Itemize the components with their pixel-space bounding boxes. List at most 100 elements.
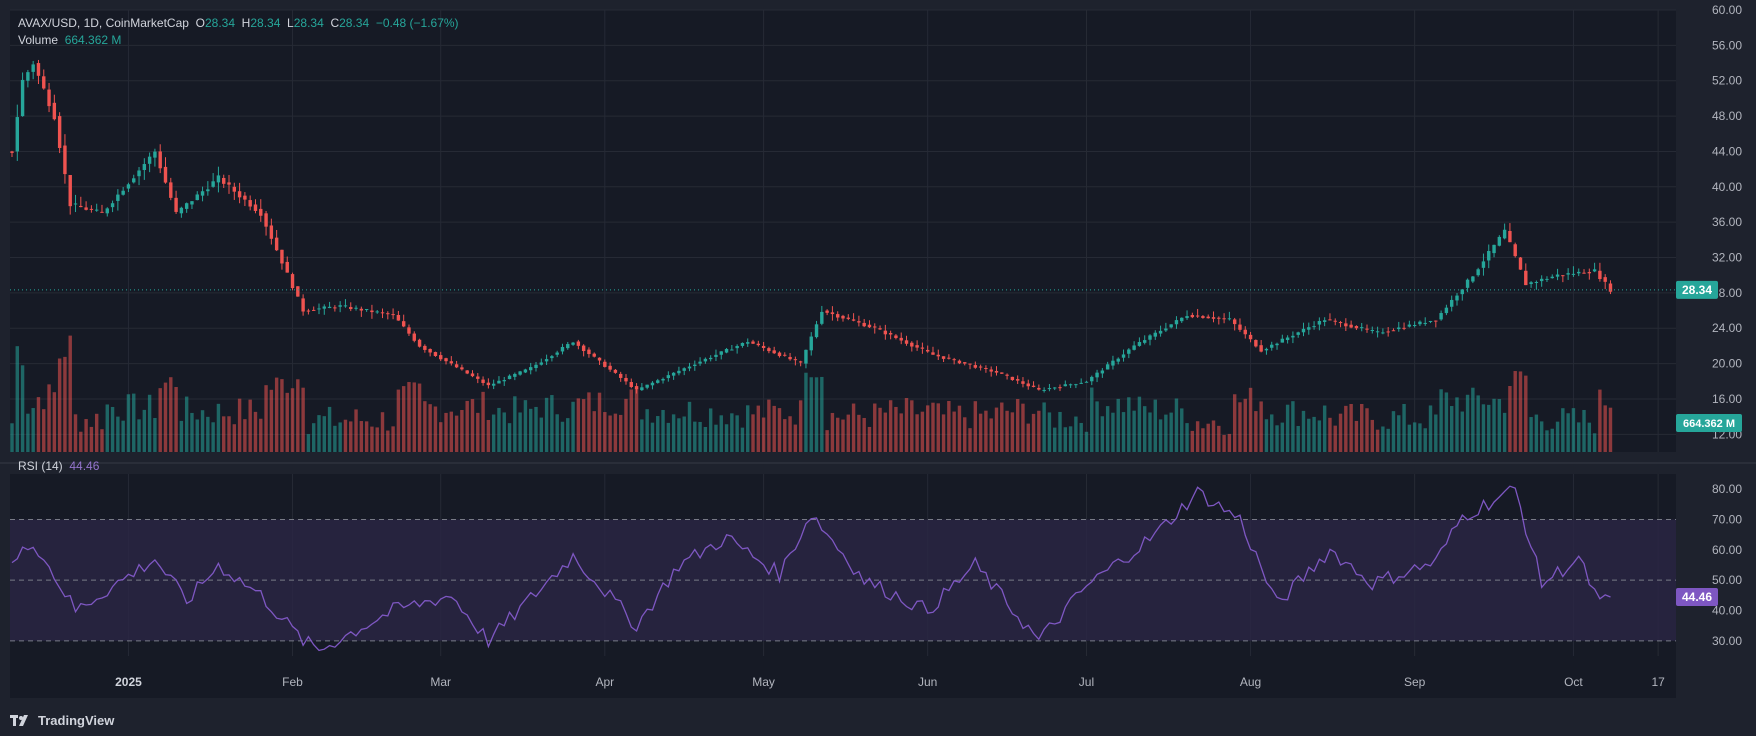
candle-body	[280, 249, 284, 264]
volume-bar	[401, 386, 406, 452]
volume-bar	[1217, 425, 1221, 452]
volume-bar	[507, 423, 512, 452]
candle	[947, 354, 951, 360]
volume-bar	[1068, 426, 1073, 452]
candle	[1301, 322, 1306, 337]
candle	[1190, 312, 1195, 319]
candle	[1074, 383, 1078, 389]
candle	[322, 304, 326, 315]
volume-bar	[1349, 403, 1353, 452]
candle	[571, 341, 575, 346]
candle-body	[1005, 374, 1009, 376]
candle	[836, 311, 840, 322]
candle-body	[1285, 337, 1290, 341]
candle-body	[1264, 348, 1269, 351]
candle-body	[677, 370, 681, 374]
volume-bar	[1449, 406, 1454, 452]
candle	[941, 356, 946, 363]
candle-body	[888, 333, 893, 335]
candle-body	[1307, 327, 1311, 330]
volume-bar	[645, 409, 649, 452]
candle	[1360, 322, 1364, 332]
candle	[391, 308, 395, 320]
candle	[31, 60, 35, 80]
volume-bar	[1439, 389, 1443, 452]
rsi-label[interactable]: RSI (14)	[18, 459, 63, 473]
candle-body	[1381, 332, 1385, 334]
volume-bar	[703, 426, 708, 452]
candle-body	[513, 373, 517, 377]
volume-bar	[798, 400, 803, 452]
candle	[671, 372, 676, 380]
symbol-line[interactable]: AVAX/USD, 1D, CoinMarketCap	[18, 16, 189, 30]
candle-body	[1116, 358, 1120, 362]
candle-body	[190, 201, 194, 205]
candle	[269, 218, 274, 245]
candle	[1524, 263, 1528, 286]
candle-body	[544, 359, 549, 362]
candle	[1349, 320, 1353, 329]
candle	[1307, 322, 1311, 335]
rsi-value-badge	[1676, 587, 1718, 606]
candle	[1158, 325, 1163, 337]
volume-bar	[391, 426, 395, 452]
volume-bar	[1561, 408, 1565, 452]
candle-body	[941, 356, 946, 359]
volume-bar	[756, 405, 761, 452]
candle	[513, 372, 517, 381]
candle	[274, 229, 279, 252]
candle	[343, 299, 348, 308]
candle	[730, 344, 734, 351]
candle-body	[237, 191, 242, 198]
candle-body	[883, 330, 888, 335]
candle	[804, 349, 808, 369]
candle	[1455, 293, 1459, 306]
volume-bar	[841, 419, 845, 452]
volume-bar	[1238, 402, 1242, 452]
volume-bar	[820, 376, 824, 452]
volume-bar	[1158, 419, 1163, 452]
candle-body	[1127, 349, 1131, 354]
candle	[94, 203, 99, 212]
candle-body	[42, 76, 46, 89]
candle	[529, 362, 533, 375]
candle-body	[31, 64, 35, 72]
tradingview-logo[interactable]: TradingView	[10, 713, 114, 728]
candle	[1111, 355, 1115, 370]
candle	[1412, 321, 1417, 328]
candle	[1465, 278, 1470, 293]
candle-body	[618, 373, 623, 378]
candle	[47, 82, 51, 113]
candle-body	[502, 380, 506, 382]
candle	[470, 370, 475, 378]
candle-body	[364, 309, 369, 311]
volume-bar	[264, 385, 268, 452]
candle	[52, 94, 57, 121]
price-tick-label: 36.00	[1712, 215, 1742, 229]
candle	[735, 344, 739, 354]
candle	[1317, 317, 1322, 331]
volume-bar	[814, 377, 819, 452]
candle-body	[666, 375, 671, 379]
candle	[1497, 235, 1502, 247]
candle	[1481, 253, 1486, 276]
candle	[629, 378, 633, 389]
candle-body	[1571, 273, 1576, 275]
volume-bar	[1180, 408, 1184, 452]
volume-bar	[497, 407, 501, 452]
volume-bar	[592, 411, 596, 452]
candle	[491, 379, 496, 390]
candle-body	[1063, 384, 1068, 387]
candle	[1026, 379, 1030, 390]
volume-bar	[994, 407, 999, 452]
candle-body	[1296, 332, 1300, 335]
volume-label[interactable]: Volume	[18, 33, 59, 47]
candle-body	[163, 166, 168, 183]
volume-bar	[375, 427, 379, 452]
candle	[719, 351, 723, 360]
candle-body	[1545, 278, 1549, 280]
candle-body	[227, 182, 231, 185]
candle	[1492, 244, 1496, 258]
candle-body	[1428, 320, 1433, 322]
